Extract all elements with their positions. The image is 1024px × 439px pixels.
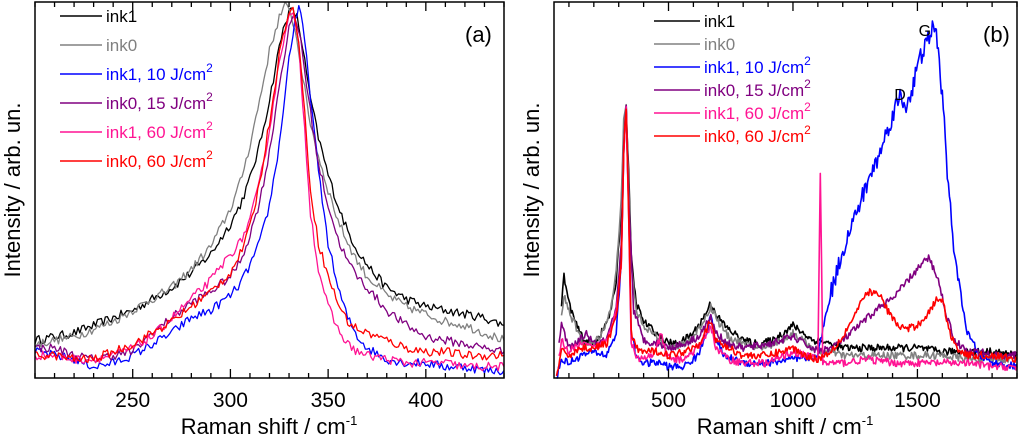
legend-entry: ink1, 10 J/cm2 — [704, 54, 811, 77]
series-line-ink0-60-j-cm2 — [34, 6, 505, 364]
series-line-ink0-60-j-cm2 — [555, 108, 1018, 377]
x-tick-label: 300 — [213, 389, 248, 412]
legend-entry: ink0, 60 J/cm2 — [106, 148, 213, 171]
panel-b-frame — [553, 1, 1018, 379]
panel-b-label: (b) — [983, 22, 1010, 47]
series-line-ink1 — [34, 7, 505, 345]
legend-entry: ink0, 15 J/cm2 — [704, 77, 811, 100]
x-tick-label: 350 — [311, 389, 346, 412]
series-line-ink1-10-j-cm2 — [34, 4, 505, 376]
legend-entry: ink1 — [106, 7, 137, 26]
legend-entry: ink1, 60 J/cm2 — [106, 119, 213, 142]
legend-entry: ink0, 15 J/cm2 — [106, 90, 213, 113]
panel-a-ticks — [34, 2, 505, 378]
x-tick-label: 500 — [651, 389, 686, 412]
panel-a: 250 300 350 400 ink1 ink0 ink1, 10 J/cm2 ink0,… — [0, 1, 505, 439]
x-tick-label: 1500 — [894, 389, 941, 412]
series-line-ink0-15-j-cm2 — [34, 15, 505, 363]
legend-entry: ink0 — [106, 36, 137, 55]
legend-entry: ink1, 10 J/cm2 — [106, 61, 213, 84]
panel-a-tick-labels: 250 300 350 400 — [115, 389, 443, 412]
legend-entry: ink1 — [704, 12, 735, 31]
panel-b-ticks — [568, 2, 1018, 378]
panel-b-y-axis-title: Intensity / arb. un. — [519, 103, 544, 278]
x-tick-label: 1000 — [770, 389, 817, 412]
x-tick-label: 400 — [408, 389, 443, 412]
panel-a-label: (a) — [465, 22, 492, 47]
panel-b-tick-labels: 500 1000 1500 — [651, 389, 941, 412]
peak-annotation-g: G — [919, 23, 931, 40]
legend-entry: ink1, 60 J/cm2 — [704, 100, 811, 123]
x-tick-label: 250 — [115, 389, 150, 412]
series-line-ink0-15-j-cm2 — [558, 104, 1018, 360]
panel-b-annotations: DG — [894, 23, 931, 104]
panel-b-series — [555, 20, 1018, 379]
panel-a-series — [34, 1, 505, 376]
legend-entry: ink0, 60 J/cm2 — [704, 123, 811, 146]
legend-entry: ink0 — [704, 35, 735, 54]
panel-a-y-axis-title: Intensity / arb. un. — [0, 103, 25, 278]
peak-annotation-d: D — [894, 87, 906, 104]
panel-a-x-axis-title: Raman shift / cm-1 — [181, 413, 358, 439]
panel-a-frame — [34, 1, 505, 379]
panel-b-x-axis-title: Raman shift / cm-1 — [697, 413, 874, 439]
panel-a-legend: ink1 ink0 ink1, 10 J/cm2 ink0, 15 J/cm2 ink1… — [60, 7, 213, 171]
series-line-ink1-60-j-cm2 — [558, 106, 1018, 372]
series-line-ink0 — [34, 1, 505, 348]
